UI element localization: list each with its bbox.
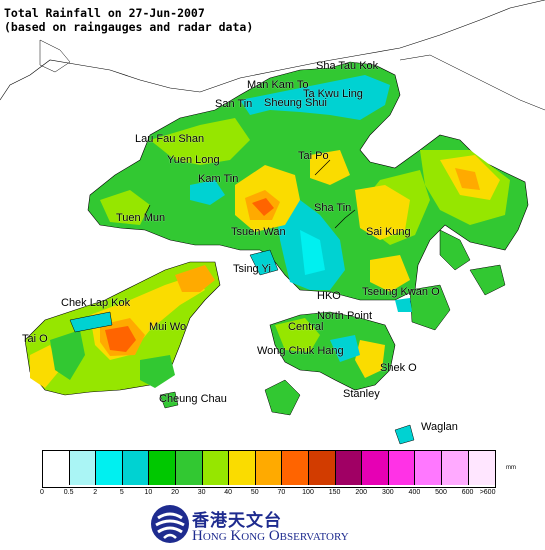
label-sha-tau-kok: Sha Tau Kok (316, 60, 379, 72)
label-tsuen-wan: Tsuen Wan (231, 226, 286, 238)
legend-tick-label: 150 (328, 489, 341, 496)
label-sai-kung: Sai Kung (366, 226, 411, 238)
label-sha-tin: Sha Tin (314, 202, 352, 214)
legend-tick-label: 10 (144, 489, 153, 496)
label-mui-wo: Mui Wo (149, 321, 187, 333)
label-hko: HKO (317, 290, 341, 302)
legend-swatch (282, 451, 309, 485)
title-line-1: Total Rainfall on 27-Jun-2007 (4, 6, 205, 20)
label-lau-fau-shan: Lau Fau Shan (135, 133, 205, 145)
legend-tick-label: >600 (479, 489, 496, 496)
legend-tick-label: 0.5 (63, 489, 74, 496)
label-cheung-chau: Cheung Chau (159, 393, 227, 405)
legend-swatch (415, 451, 442, 485)
title-line-2: (based on raingauges and radar data) (4, 20, 254, 34)
legend-swatch (308, 451, 336, 485)
hko-logo: 香港天文台 Hong Kong Observatory (150, 504, 410, 548)
legend-tick-label: 5 (119, 489, 124, 496)
legend-swatch (255, 451, 283, 485)
new-territories-landmass (87, 61, 529, 301)
label-chek-lap-kok: Chek Lap Kok (61, 297, 131, 309)
label-shek-o: Shek O (380, 362, 417, 374)
rainfall-map (0, 0, 545, 445)
legend-swatch (468, 451, 496, 485)
legend-tick-label: 200 (355, 489, 368, 496)
label-ta-kwu-ling: Ta Kwu Ling (303, 88, 363, 100)
legend-tick-label: 0 (40, 489, 44, 496)
label-tseung-kwan-o: Tseung Kwan O (362, 286, 440, 298)
legend-swatch (43, 451, 70, 485)
label-north-point: North Point (317, 310, 373, 322)
legend-swatch (229, 451, 256, 485)
legend-swatch (96, 451, 123, 485)
legend-tick-label: 400 (408, 489, 421, 496)
rainfall-legend (42, 450, 497, 488)
legend-swatch (202, 451, 230, 485)
logo-chinese-text: 香港天文台 (192, 511, 282, 531)
legend-tick-label: 70 (277, 489, 286, 496)
label-sheung-shui: Sheung Shui (264, 97, 327, 109)
legend-tick-label: 20 (171, 489, 179, 496)
label-wong-chuk-hang: Wong Chuk Hang (257, 345, 344, 357)
label-tsing-yi: Tsing Yi (233, 263, 271, 275)
label-san-tin: San Tin (215, 98, 253, 110)
legend-swatch (122, 451, 150, 485)
legend-swatch (362, 451, 389, 485)
legend-swatch (69, 451, 97, 485)
legend-tick-label: 40 (224, 489, 233, 496)
legend-swatch (175, 451, 203, 485)
legend-tick-label: 300 (381, 489, 394, 496)
legend-swatch (441, 451, 469, 485)
legend-swatch (335, 451, 363, 485)
label-tai-po: Tai Po (298, 150, 329, 162)
legend-tick-label: 30 (197, 489, 206, 496)
legend-tick-label: 100 (302, 489, 314, 496)
logo-english-text: Hong Kong Observatory (192, 528, 349, 544)
legend-unit: mm (506, 465, 516, 471)
label-man-kam-to: Man Kam To (247, 79, 309, 91)
label-kam-tin: Kam Tin (198, 173, 239, 185)
label-yuen-long: Yuen Long (167, 154, 220, 166)
legend-ticks: 0 0.5 2 5 10 20 30 40 50 70 100 150 200 300 400 500 600 >… (0, 489, 545, 501)
legend-swatch (388, 451, 416, 485)
map-title: Total Rainfall on 27-Jun-2007 (based on … (4, 6, 253, 34)
label-tai-o: Tai O (22, 333, 48, 345)
label-stanley: Stanley (343, 388, 380, 400)
legend-tick-label: 600 (461, 489, 474, 496)
legend-swatch (149, 451, 176, 485)
label-tuen-mun: Tuen Mun (116, 212, 166, 224)
label-central: Central (288, 321, 324, 333)
legend-tick-label: 2 (93, 489, 98, 496)
label-waglan: Waglan (421, 421, 458, 433)
legend-tick-label: 50 (250, 489, 259, 496)
legend-tick-label: 500 (435, 489, 447, 496)
hko-emblem-icon (151, 505, 189, 543)
